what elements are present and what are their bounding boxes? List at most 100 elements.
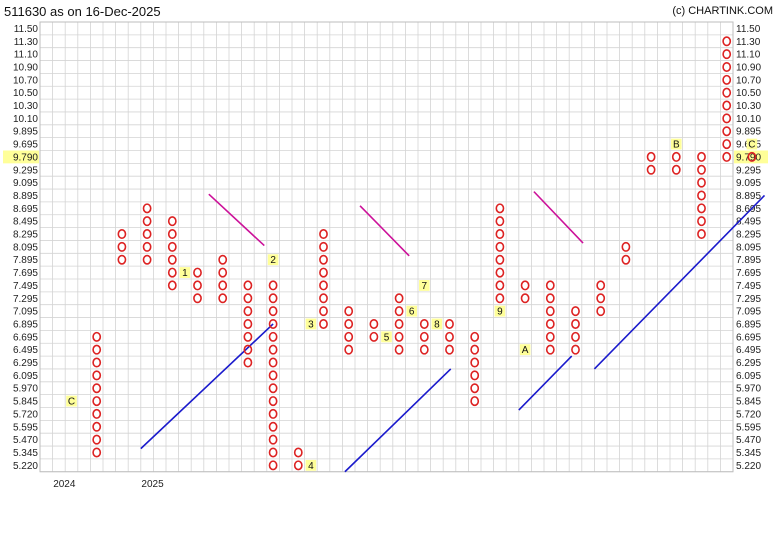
o-mark	[268, 331, 278, 342]
o-mark	[445, 344, 454, 355]
y-tick-label-left: 8.495	[13, 217, 38, 228]
o-mark	[243, 357, 253, 368]
o-mark	[445, 331, 454, 342]
o-mark	[319, 267, 328, 278]
o-mark	[268, 434, 278, 445]
o-mark	[495, 216, 505, 227]
o-mark	[470, 396, 480, 407]
month-marker-box	[381, 331, 392, 343]
month-marker-label: 9	[497, 307, 503, 318]
o-mark	[697, 203, 706, 214]
y-tick-label-right: 5.470	[736, 435, 761, 446]
o-mark	[167, 280, 177, 291]
o-mark	[319, 254, 328, 265]
o-mark	[293, 460, 303, 471]
month-marker-box	[746, 138, 758, 150]
y-tick-label-left: 9.790	[13, 152, 38, 163]
o-mark	[218, 254, 228, 265]
y-tick-label-left: 7.695	[13, 268, 38, 279]
y-tick-label-left: 11.50	[14, 24, 39, 35]
o-mark	[571, 306, 580, 317]
o-mark	[293, 447, 303, 458]
month-marker-label: 3	[308, 319, 314, 330]
o-mark	[117, 254, 127, 265]
o-mark	[319, 280, 328, 291]
o-mark	[495, 267, 505, 278]
o-mark	[369, 318, 379, 329]
o-mark	[344, 331, 354, 342]
o-mark	[722, 151, 732, 162]
o-mark	[319, 229, 328, 240]
y-tick-label-right: 6.895	[736, 319, 761, 330]
o-mark	[268, 396, 278, 407]
o-mark	[545, 306, 555, 317]
y-tick-label-right: 10.30	[736, 101, 761, 112]
month-marker-box	[431, 318, 443, 330]
o-mark	[243, 280, 253, 291]
y-tick-label-left: 11.10	[14, 50, 39, 61]
month-marker-label: C	[68, 397, 75, 408]
chart-credit: (c) CHARTINK.COM	[672, 5, 773, 17]
o-mark	[218, 293, 228, 304]
month-marker-box	[66, 395, 77, 407]
y-tick-label-right: 5.345	[736, 448, 761, 459]
y-tick-label-right: 8.295	[736, 230, 761, 241]
support-trend-line	[344, 368, 452, 473]
y-tick-label-left: 6.095	[13, 371, 38, 382]
o-mark	[117, 229, 127, 240]
y-tick-label-left: 5.345	[13, 448, 38, 459]
o-mark	[646, 164, 656, 175]
o-mark	[243, 293, 253, 304]
o-mark	[268, 357, 278, 368]
y-tick-label-right: 10.90	[736, 62, 761, 73]
last-price-highlight-left	[3, 150, 39, 164]
month-marker-box	[671, 138, 682, 150]
o-mark	[571, 331, 580, 342]
o-mark	[470, 383, 480, 394]
o-mark	[167, 254, 177, 265]
o-mark	[520, 280, 530, 291]
y-tick-label-left: 5.845	[13, 397, 38, 408]
o-mark	[697, 216, 706, 227]
o-mark	[268, 383, 278, 394]
resistance-trend-line	[533, 191, 584, 244]
y-tick-label-left: 11.30	[14, 37, 39, 48]
y-tick-label-right: 9.895	[736, 127, 761, 138]
o-mark	[369, 331, 379, 342]
y-tick-label-left: 10.90	[13, 62, 38, 73]
o-mark	[671, 164, 681, 175]
y-tick-label-right: 5.720	[736, 409, 761, 420]
y-tick-label-left: 9.895	[13, 127, 38, 138]
y-tick-label-right: 6.695	[736, 332, 761, 343]
o-mark	[697, 229, 706, 240]
y-tick-label-right: 7.495	[736, 281, 761, 292]
o-mark	[470, 344, 480, 355]
y-tick-label-right: 5.220	[736, 461, 761, 472]
o-mark	[243, 331, 253, 342]
o-mark	[545, 331, 555, 342]
x-tick-label: 2025	[141, 479, 164, 490]
o-mark	[722, 139, 732, 150]
month-marker-box	[305, 459, 317, 471]
y-tick-label-left: 10.50	[13, 88, 38, 99]
o-mark	[243, 306, 253, 317]
o-mark	[92, 344, 102, 355]
y-tick-label-left: 7.895	[13, 255, 38, 266]
o-mark	[92, 447, 102, 458]
o-mark	[394, 318, 404, 329]
o-mark	[722, 100, 732, 111]
y-tick-label-right: 7.295	[736, 294, 761, 305]
month-marker-box	[305, 318, 317, 330]
month-marker-box	[179, 267, 191, 278]
o-mark	[571, 344, 580, 355]
y-tick-label-left: 10.10	[13, 114, 38, 125]
y-tick-label-left: 10.70	[13, 75, 38, 86]
o-mark	[419, 318, 429, 329]
o-mark	[142, 241, 152, 252]
y-tick-label-right: 9.295	[736, 165, 761, 176]
y-tick-label-left: 7.495	[13, 281, 38, 292]
y-tick-label-left: 9.095	[13, 178, 38, 189]
o-mark	[319, 306, 328, 317]
month-marker-label: 2	[270, 255, 276, 266]
